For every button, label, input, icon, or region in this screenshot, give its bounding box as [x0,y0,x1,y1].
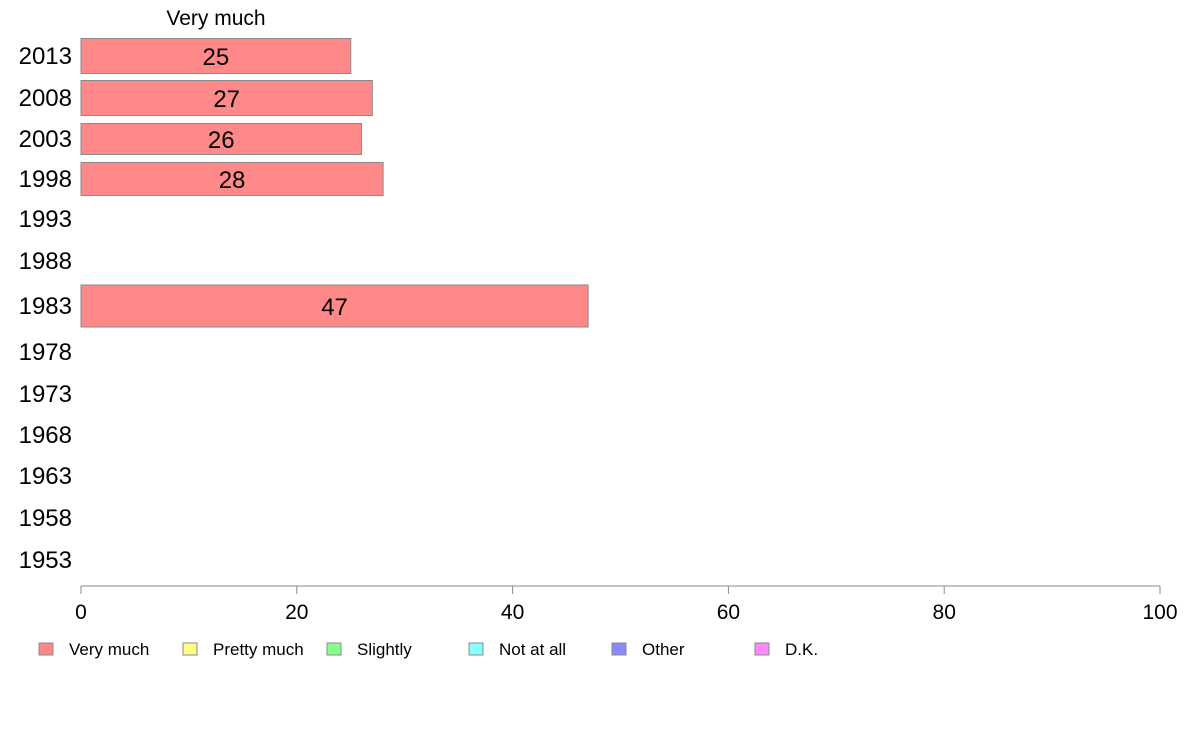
x-tick-label-60: 60 [717,601,740,624]
year-label-2008: 2008 [19,85,72,112]
year-label-1998: 1998 [19,166,72,193]
x-tick-label-20: 20 [285,601,308,624]
bar-label-2008-s0: 27 [213,86,240,113]
legend-swatch-5 [754,642,770,656]
bar-2008-s0 [80,80,373,116]
year-label-1978: 1978 [19,339,72,366]
year-label-1983: 1983 [19,293,72,320]
x-tick-label-40: 40 [501,601,524,624]
legend-label-2: Slightly [357,640,412,659]
bar-2003-s0 [80,123,363,155]
year-label-1958: 1958 [19,505,72,532]
legend-label-3: Not at all [499,640,566,659]
year-label-1968: 1968 [19,422,72,449]
legend-label-5: D.K. [785,640,818,659]
bar-1983-s0 [80,284,589,328]
legend-swatch-0 [38,642,54,656]
legend-label-4: Other [642,640,685,659]
legend-swatch-3 [468,642,484,656]
bar-1998-s0 [80,162,384,196]
bar-label-2013-s0: 25 [203,44,230,71]
year-label-1988: 1988 [19,248,72,275]
bar-label-1983-s0: 47 [321,294,348,321]
legend-label-1: Pretty much [213,640,304,659]
year-label-2003: 2003 [19,126,72,153]
legend-swatch-2 [326,642,342,656]
year-label-1963: 1963 [19,463,72,490]
legend-label-0: Very much [69,640,149,659]
x-tick-label-0: 0 [75,601,87,624]
column-header: Very much [166,7,265,30]
x-tick-label-80: 80 [933,601,956,624]
legend-swatch-1 [182,642,198,656]
x-tick-label-100: 100 [1142,601,1177,624]
bar-label-2003-s0: 26 [208,127,235,154]
bar-label-1998-s0: 28 [219,167,246,194]
year-label-1993: 1993 [19,206,72,233]
legend-swatch-4 [611,642,627,656]
year-label-1973: 1973 [19,381,72,408]
year-label-1953: 1953 [19,547,72,574]
bar-2013-s0 [80,38,352,74]
year-label-2013: 2013 [19,43,72,70]
